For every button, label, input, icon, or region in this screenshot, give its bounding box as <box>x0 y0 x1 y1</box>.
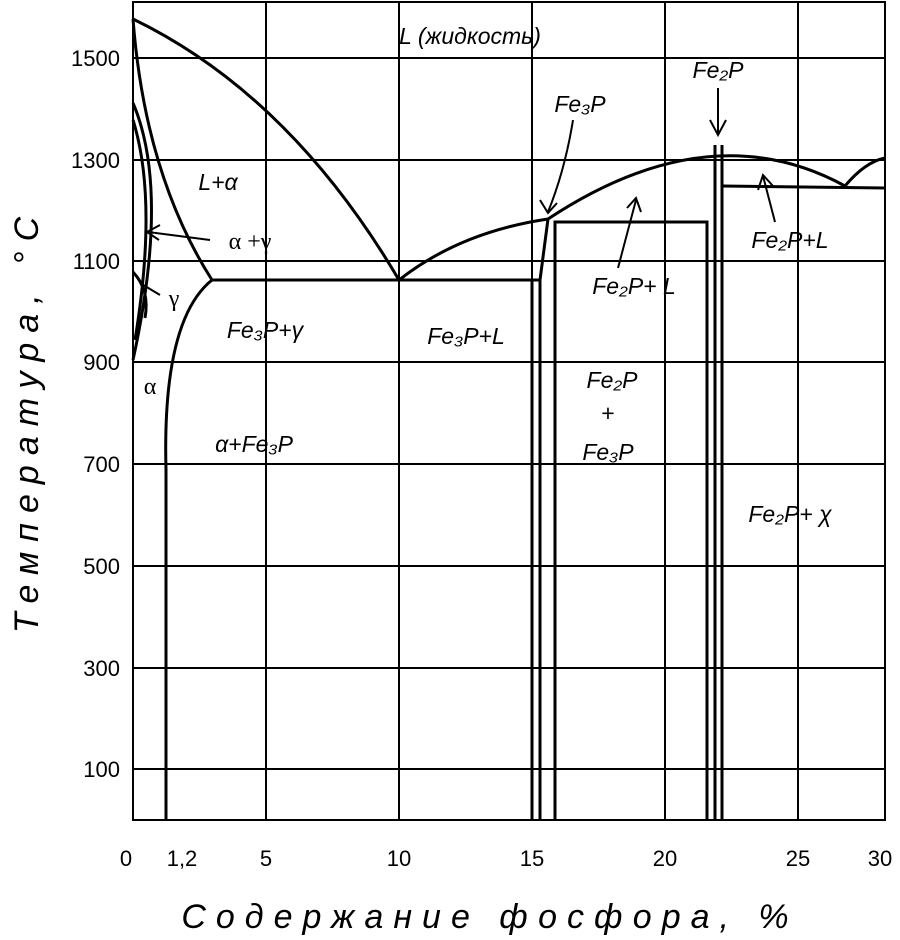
arrow-fe2p-l-mid-head <box>626 196 642 213</box>
arrow-fe2p-l-right <box>762 175 776 223</box>
arrow-alpha-gamma-head <box>145 224 161 241</box>
arrow-fe2p-l-right-head <box>757 173 774 191</box>
x-tick-20: 20 <box>653 846 677 871</box>
label-alpha-fe3p: α+Fe₃P <box>215 431 294 457</box>
liquidus-fe3p <box>398 217 549 282</box>
label-fe2p-fe3p-line3: Fe₃P <box>582 439 634 465</box>
gamma-loop-lower <box>131 270 148 319</box>
label-liquid: L (жидкость) <box>399 23 541 49</box>
y-tick-1500: 1500 <box>71 46 120 71</box>
plot-frame <box>132 1 886 821</box>
fe3p-peritectic <box>553 220 709 820</box>
label-fe2p-chi: Fe₂P+ χ <box>748 501 832 527</box>
gamma-loop-outer <box>131 102 153 361</box>
arrow-gamma <box>139 282 161 296</box>
x-tick-0: 0 <box>120 846 132 871</box>
label-fe2p-l-mid: Fe₂P+ L <box>592 273 676 299</box>
y-tick-300: 300 <box>83 656 120 681</box>
arrow-fe3p <box>547 119 574 213</box>
y-tick-700: 700 <box>83 452 120 477</box>
liquidus-fe2p-dome <box>547 154 846 221</box>
x-tick-10: 10 <box>387 846 411 871</box>
label-alpha: α <box>144 374 157 400</box>
label-gamma: γ <box>168 286 180 312</box>
x-tick-25: 25 <box>786 846 810 871</box>
arrow-fe3p-head <box>539 199 558 215</box>
y-tick-500: 500 <box>83 554 120 579</box>
label-fe3p-l: Fe₃P+L <box>427 323 505 349</box>
arrow-alpha-gamma <box>147 231 211 241</box>
arrow-fe2p-l-mid <box>617 199 637 269</box>
label-l-alpha: L+α <box>198 169 238 195</box>
x-tick-5: 5 <box>260 846 272 871</box>
y-tick-1300: 1300 <box>71 148 120 173</box>
label-fe2p-top: Fe₂P <box>693 57 745 83</box>
x-axis-title: Содержание фосфора, % <box>181 898 798 936</box>
y-tick-900: 900 <box>83 350 120 375</box>
gamma-loop-inner <box>131 119 148 341</box>
solidus-l-alpha <box>131 18 214 281</box>
label-fe3p-gamma: Fe₃P+γ <box>227 317 305 343</box>
y-tick-100: 100 <box>83 757 120 782</box>
fe3p-line-right <box>538 218 550 820</box>
x-tick-15: 15 <box>520 846 544 871</box>
x-tick-30: 30 <box>868 846 892 871</box>
y-axis-title: Температура, °C <box>8 207 46 633</box>
x-tick-1-2: 1,2 <box>167 846 198 871</box>
label-fe2p-fe3p-line1: Fe₂P <box>587 367 639 393</box>
label-fe3p-top: Fe₃P <box>554 91 606 117</box>
label-fe2p-l-right: Fe₂P+L <box>751 227 828 253</box>
arrow-fe2p-head <box>709 119 727 138</box>
label-fe2p-fe3p-plus: + <box>601 400 614 426</box>
label-alpha-gamma: α +γ <box>229 229 272 255</box>
eutectic-line-right <box>721 184 886 190</box>
liquidus-right <box>843 156 886 187</box>
y-tick-1100: 1100 <box>73 249 120 274</box>
liquidus-left <box>132 17 401 281</box>
alpha-solvus <box>164 278 213 820</box>
